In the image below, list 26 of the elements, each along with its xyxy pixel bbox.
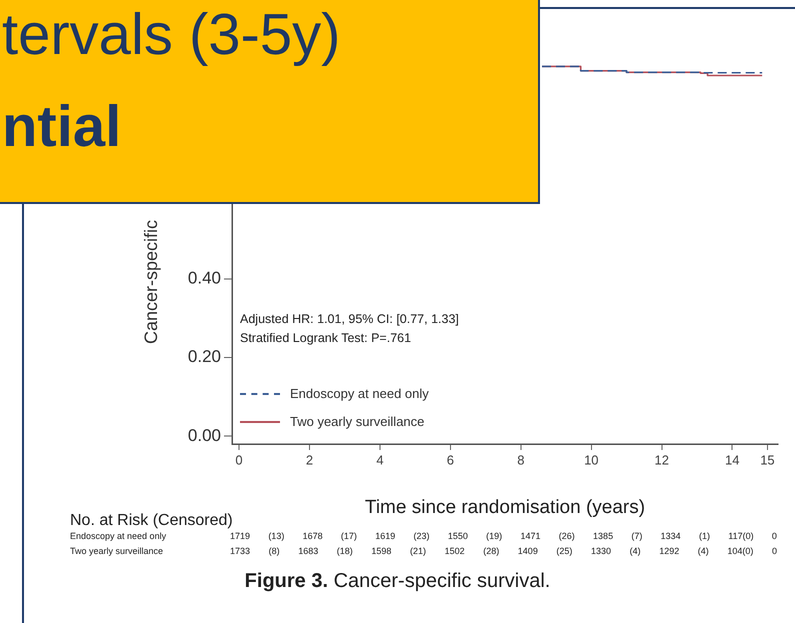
annotation: Adjusted HR: 1.01, 95% CI: [0.77, 1.33]	[240, 312, 459, 326]
callout-box: tervals (3-5y) ntial	[0, 0, 540, 204]
text: 1719 (13) 1678 (17) 1619 (23) 1550 (19) 1471 (26) 1385 (7) 1334 (1) 117(0) 0	[230, 531, 777, 541]
x-tick-label: 0	[235, 452, 243, 468]
text: 1733 (8) 1683 (18) 1598 (21) 1502 (28) 1409 (25) 1330 (4) 1292 (4) 104(0) 0	[230, 546, 777, 556]
y-axis-title: Cancer-specific	[140, 220, 161, 344]
annotation: Stratified Logrank Test: P=.761	[240, 331, 412, 345]
legend-label: Endoscopy at need only	[290, 386, 429, 401]
y-tick-label: 0.20	[188, 347, 221, 366]
x-tick-label: 14	[724, 452, 740, 468]
x-tick-label: 8	[517, 452, 524, 468]
text: Endoscopy at need only	[70, 531, 166, 541]
annotation: tervals (3-5y)	[2, 2, 340, 67]
x-tick-label: 10	[584, 452, 599, 468]
legend-label: Two yearly surveillance	[290, 414, 424, 429]
x-tick-label: 12	[654, 452, 669, 468]
x-tick-label: 6	[446, 452, 454, 468]
x-tick-label: 2	[306, 452, 314, 468]
caption: Figure 3. Cancer-specific survival.	[244, 570, 552, 593]
text: No. at Risk (Censored)	[70, 512, 233, 530]
y-tick-label: 0.40	[188, 268, 221, 288]
text: Two yearly surveillance	[70, 546, 164, 556]
x-tick-label: 15	[760, 452, 775, 468]
y-tick-label: 0.00	[188, 426, 221, 445]
x-axis-title: Time since randomisation (years)	[364, 496, 646, 518]
x-tick-label: 4	[376, 452, 384, 468]
